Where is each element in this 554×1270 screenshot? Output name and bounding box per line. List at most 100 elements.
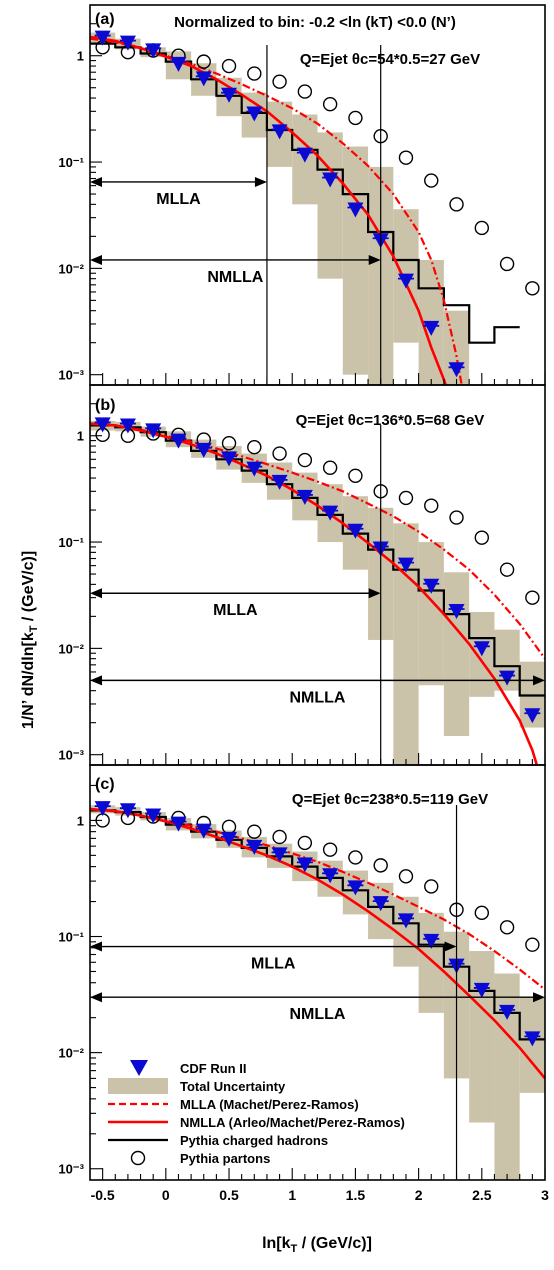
legend-label: Pythia charged hadrons: [180, 1133, 328, 1148]
pythia-parton-point: [398, 150, 414, 165]
pythia-parton-point: [474, 530, 490, 545]
legend-label: Total Uncertainty: [180, 1079, 286, 1094]
pythia-parton-point: [322, 460, 338, 475]
cdf-data-point: [347, 523, 364, 539]
uncertainty-band-bin: [418, 542, 444, 686]
panel-b-annotations: MLLA NMLLA: [90, 425, 545, 765]
cdf-data-point: [119, 418, 136, 434]
legend-partons-marker: [130, 1150, 146, 1166]
pythia-parton-point: [499, 256, 515, 272]
panel-c-annotations: MLLA NMLLA: [90, 805, 545, 1180]
legend-band-swatch: [108, 1078, 168, 1094]
cdf-data-point: [271, 474, 288, 490]
cdf-data-point: [448, 362, 465, 378]
pythia-parton-point: [373, 858, 388, 873]
y-tick-label: 10⁻¹: [58, 535, 84, 550]
pythia-parton-point: [398, 869, 414, 884]
arrow-head: [368, 588, 381, 599]
x-axis-label: ln[kT / (GeV/c)]: [262, 1235, 372, 1255]
cdf-data-point: [145, 808, 162, 824]
legend-label: NMLLA (Arleo/Machet/Perez-Ramos): [180, 1115, 405, 1130]
cdf-data-point: [145, 423, 162, 439]
legend-row: Pythia partons: [130, 1150, 270, 1166]
pythia-parton-point: [221, 436, 237, 451]
pythia-parton-point: [247, 66, 262, 81]
panel-c-subtitle: Q=Ejet θc=238*0.5=119 GeV: [292, 791, 488, 808]
cdf-data-point: [473, 641, 490, 657]
cdf-data-point: [322, 868, 339, 884]
range-arrow-label: MLLA: [213, 602, 258, 619]
cdf-data-point: [499, 1004, 516, 1020]
legend-label: Pythia partons: [180, 1151, 270, 1166]
arrow-head: [533, 675, 545, 686]
pythia-hadrons-histogram: [90, 809, 545, 1041]
x-tick-label: 0.5: [219, 1187, 239, 1203]
range-arrow-label: NMLLA: [207, 269, 263, 286]
cdf-data-point: [499, 670, 516, 686]
panel-b-label: (b): [95, 397, 115, 414]
cdf-data-point: [94, 801, 111, 817]
panel-a-title: Normalized to bin: -0.2 <ln (kT) <0.0 (N…: [174, 14, 456, 31]
cdf-data-point: [170, 56, 187, 72]
panel-plot-area: [90, 417, 545, 765]
cdf-data-point: [246, 839, 263, 855]
cdf-data-point: [397, 273, 414, 289]
cdf-data-point: [271, 847, 288, 863]
cdf-data-point: [246, 106, 263, 122]
pythia-parton-point: [499, 920, 515, 935]
pythia-parton-point: [499, 562, 515, 577]
pythia-parton-point: [196, 54, 211, 69]
arrow-head: [90, 675, 102, 686]
pythia-parton-point: [525, 937, 540, 952]
cdf-data-point: [94, 417, 111, 433]
panel-b-ticks: 10⁻³ 10⁻² 10⁻¹ 1: [58, 384, 546, 765]
pythia-parton-point: [525, 590, 540, 605]
cdf-data-point: [221, 87, 238, 103]
y-tick-label: 1: [77, 813, 84, 828]
cdf-data-point: [145, 43, 162, 59]
y-tick-label: 10⁻³: [58, 368, 84, 383]
arrow-head: [90, 176, 102, 187]
panel-a-subtitle: Q=Ejet θc=54*0.5=27 GeV: [300, 51, 480, 68]
pythia-parton-point: [272, 446, 287, 461]
cdf-data-point: [347, 880, 364, 896]
uncertainty-band-bin: [443, 572, 470, 736]
pythia-parton-point: [449, 197, 464, 212]
pythia-parton-point: [348, 110, 363, 126]
y-tick-label: 10⁻²: [58, 261, 84, 276]
x-tick-label: 2: [415, 1187, 423, 1203]
uncertainty-band-bin: [469, 951, 495, 1123]
y-tick-label: 1: [77, 429, 84, 444]
pythia-parton-point: [297, 452, 313, 468]
cdf-data-point: [170, 816, 187, 832]
nmlla-curve: [90, 807, 545, 1080]
pythia-parton-point: [322, 97, 338, 112]
pythia-parton-point: [424, 173, 439, 188]
cdf-data-point: [524, 708, 541, 724]
range-arrow-label: MLLA: [251, 956, 296, 973]
pythia-parton-point: [297, 835, 313, 851]
cdf-data-point: [322, 172, 339, 188]
y-tick-label: 10⁻²: [58, 1046, 84, 1061]
arrow-head: [254, 176, 267, 187]
pythia-parton-point: [348, 850, 363, 865]
pythia-parton-point: [424, 498, 439, 513]
y-tick-label: 10⁻²: [58, 641, 84, 656]
pythia-parton-point: [348, 468, 363, 483]
arrow-head: [90, 941, 102, 952]
cdf-data-point: [296, 857, 313, 873]
panel-c: 10⁻³ 10⁻² 10⁻¹ 1 -0.5 0 0.5 1 1.5 2 2.5 3 (c) Q=Eje…: [58, 764, 549, 1203]
uncertainty-band-bin: [317, 132, 343, 279]
pythia-parton-point: [322, 842, 338, 857]
arrow-head: [368, 254, 381, 265]
legend-row: Pythia charged hadrons: [108, 1133, 328, 1148]
cdf-data-point: [423, 933, 440, 949]
cdf-data-point: [170, 433, 187, 449]
uncertainty-band-bin: [494, 973, 520, 1180]
range-arrow-label: NMLLA: [290, 1006, 346, 1023]
panel-a-annotations: MLLA NMLLA: [90, 45, 382, 385]
legend-row: MLLA (Machet/Perez-Ramos): [108, 1097, 359, 1112]
pythia-parton-point: [424, 879, 439, 894]
x-tick-label: -0.5: [91, 1187, 115, 1203]
